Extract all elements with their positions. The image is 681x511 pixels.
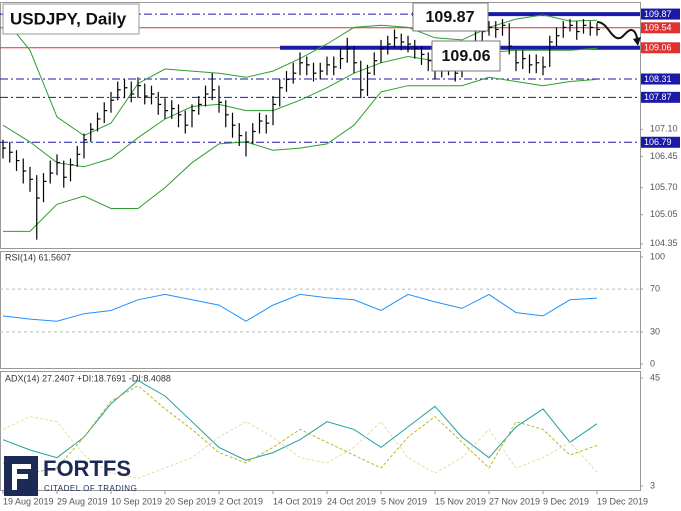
adx-panel [0,371,641,491]
indicator-line [2,385,598,474]
chart-title: USDJPY, Daily [10,9,127,28]
y-tick-label: 106.45 [650,151,678,161]
x-tick-label: 14 Oct 2019 [273,496,322,506]
annotation-frame [412,2,489,32]
indicator-line [2,379,598,461]
x-tick-label: 19 Aug 2019 [3,496,54,506]
logo: FORTFS CITADEL OF TRADING [4,456,137,496]
panel-title: ADX(14) 27.2407 +DI:18.7691 -DI:8.4088 [5,373,171,383]
level-label: 109.87 [644,9,672,19]
x-tick-label: 20 Sep 2019 [165,496,216,506]
annotation: 109.06 [442,48,491,65]
x-tick-label: 9 Dec 2019 [543,496,589,506]
panel-title: RSI(14) 61.5607 [5,252,71,262]
x-tick-label: 29 Aug 2019 [57,496,108,506]
y-tick-label: 3 [650,480,655,490]
indicator-line [2,293,598,322]
x-tick-label: 2 Oct 2019 [219,496,263,506]
x-tick-label: 27 Nov 2019 [489,496,540,506]
rsi-panel [0,251,641,369]
level-label-box [641,73,680,85]
indicator-line [2,416,598,479]
level-label-box [641,91,680,103]
arrow-head [633,37,641,46]
brand-tagline: CITADEL OF TRADING [44,484,137,493]
x-tick-label: 24 Oct 2019 [327,496,376,506]
level-label-box [641,22,680,34]
brand-name: FORTFS [43,456,131,481]
level-label-box [641,8,680,20]
level-label-box [641,42,680,54]
y-tick-label: 70 [650,283,660,293]
x-tick-label: 19 Dec 2019 [597,496,648,506]
title-box: USDJPY, Daily [2,3,140,35]
level-label: 109.54 [644,23,672,33]
level-label: 109.06 [644,43,672,53]
plot-layer: 104.35 105.05 105.70 106.45 107.10 109.87 109.… [0,8,680,506]
y-tick-label: 107.10 [650,124,678,134]
y-tick-label: 105.70 [650,182,678,192]
level-label: 107.87 [644,92,672,102]
forecast-arrow [596,21,639,43]
y-tick-label: 104.35 [650,238,678,248]
x-tick-label: 10 Sep 2019 [111,496,162,506]
x-tick-label: 15 Nov 2019 [435,496,486,506]
bollinger-lower [3,76,598,232]
x-tick-label: 5 Nov 2019 [381,496,427,506]
y-tick-label: 45 [650,372,660,382]
y-tick-label: 100 [650,251,665,261]
y-tick-label: 30 [650,326,660,336]
title-frame [2,3,140,35]
logo-letter [12,464,31,490]
y-tick-label: 0 [650,358,655,368]
level-label: 108.31 [644,74,672,84]
y-tick-label: 105.05 [650,209,678,219]
annotation: 109.87 [426,9,475,26]
main-panel [0,2,641,249]
annotation-frame [431,40,501,72]
annotation-boxes: 109.87 109.06 [412,2,501,72]
level-label-box [641,136,680,148]
level-label: 106.79 [644,137,672,147]
